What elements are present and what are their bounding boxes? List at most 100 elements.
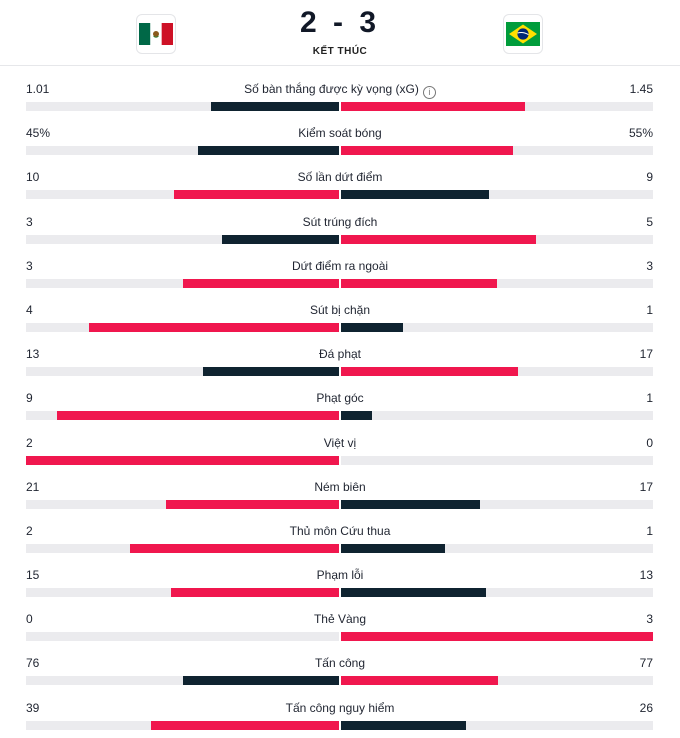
away-stat-bar xyxy=(341,190,489,200)
home-stat-value: 10 xyxy=(26,170,40,185)
away-stat-value: 3 xyxy=(646,612,653,627)
home-stat-value: 15 xyxy=(26,568,40,583)
stat-label: Số lần dứt điểm xyxy=(0,170,680,184)
home-stat-value: 4 xyxy=(26,302,33,317)
stat-label-text: Thủ môn Cứu thua xyxy=(289,523,391,538)
stat-label-text: Tấn công nguy hiểm xyxy=(285,700,395,715)
stat-row: 39 Tấn công nguy hiểm 26 xyxy=(0,685,680,730)
stat-label: Thẻ Vàng xyxy=(0,612,680,626)
home-stat-value: 3 xyxy=(26,258,33,273)
stat-label-text: Phạm lỗi xyxy=(316,568,364,583)
home-stat-bar xyxy=(171,588,339,598)
home-stat-value: 21 xyxy=(26,479,40,494)
stat-row: 15 Phạm lỗi 13 xyxy=(0,552,680,598)
stat-row: 13 Đá phạt 17 xyxy=(0,331,680,377)
home-stat-value: 0 xyxy=(26,612,33,627)
match-header: 2 - 3 KẾT THÚC xyxy=(0,0,680,66)
away-stat-bar xyxy=(341,322,404,332)
home-stat-bar-track xyxy=(26,234,339,244)
info-icon[interactable]: i xyxy=(422,86,436,99)
away-stat-bar-track xyxy=(341,190,653,200)
away-stat-value: 55% xyxy=(628,126,653,141)
away-stat-value: 17 xyxy=(639,347,653,362)
away-stat-value: 1 xyxy=(646,391,653,406)
stat-label-text: Sút bị chặn xyxy=(309,302,371,317)
home-stat-bar-track xyxy=(26,455,339,465)
stat-label-text: Sút trúng đích xyxy=(302,214,378,229)
away-stat-bar-track xyxy=(341,146,653,156)
away-stat-value: 0 xyxy=(646,435,653,450)
stat-label: Ném biên xyxy=(0,480,680,494)
home-stat-value: 2 xyxy=(26,435,33,450)
home-stat-value: 45% xyxy=(26,126,51,141)
away-stat-bar-track xyxy=(341,234,653,244)
stat-label-text: Đá phạt xyxy=(318,347,362,362)
home-stat-bar-track xyxy=(26,190,339,200)
away-stat-bar-track xyxy=(341,455,653,465)
away-stat-bar xyxy=(341,146,513,156)
away-stat-bar xyxy=(341,676,498,686)
stats-list: 1.01 Số bàn thắng được kỳ vọng (xG) i 1.45 4… xyxy=(0,66,680,730)
stat-label: Phạm lỗi xyxy=(0,568,680,582)
stat-label: Phạt góc xyxy=(0,391,680,405)
brazil-flag-icon[interactable] xyxy=(503,14,543,54)
away-stat-bar xyxy=(341,278,497,288)
stat-row: 2 Thủ môn Cứu thua 1 xyxy=(0,508,680,553)
home-stat-bar xyxy=(183,676,339,686)
away-stat-value: 1 xyxy=(646,523,653,538)
home-stat-bar xyxy=(210,102,339,111)
home-stat-bar-track xyxy=(26,367,339,377)
stat-row: 1.01 Số bàn thắng được kỳ vọng (xG) i 1.45 xyxy=(0,66,680,111)
stat-row: 9 Phạt góc 1 xyxy=(0,375,680,421)
stat-label-text: Kiểm soát bóng xyxy=(298,126,382,141)
stat-row: 21 Ném biên 17 xyxy=(0,464,680,509)
home-stat-bar-track xyxy=(26,102,339,111)
away-stat-value: 17 xyxy=(639,479,653,494)
away-stat-bar xyxy=(341,102,526,111)
mexico-flag-icon[interactable] xyxy=(136,14,176,54)
away-stat-bar xyxy=(341,499,481,509)
stat-row: 10 Số lần dứt điểm 9 xyxy=(0,154,680,200)
home-stat-value: 39 xyxy=(26,700,40,715)
stat-label-text: Việt vị xyxy=(323,435,357,450)
away-stat-bar xyxy=(341,234,536,244)
stat-row: 3 Dứt điểm ra ngoài 3 xyxy=(0,243,680,288)
away-stat-value: 13 xyxy=(639,568,653,583)
away-stat-value: 77 xyxy=(639,656,653,671)
away-stat-value: 3 xyxy=(646,258,653,273)
home-stat-bar xyxy=(221,234,339,244)
away-stat-bar-track xyxy=(341,411,653,421)
away-stat-bar-track xyxy=(341,278,653,288)
home-stat-bar xyxy=(151,720,339,730)
away-stat-value: 1.45 xyxy=(629,82,653,96)
stat-label-text: Số lần dứt điểm xyxy=(297,170,383,185)
away-stat-bar xyxy=(341,411,373,421)
away-stat-bar xyxy=(341,632,653,642)
away-stat-bar-track xyxy=(341,543,653,553)
stat-label: Thủ môn Cứu thua xyxy=(0,524,680,538)
home-stat-bar xyxy=(88,322,339,332)
brazil-flag-graphic xyxy=(506,22,540,46)
home-stat-bar-track xyxy=(26,632,339,642)
stat-label: Dứt điểm ra ngoài xyxy=(0,259,680,273)
home-stat-bar-track xyxy=(26,146,339,156)
stat-label-text: Dứt điểm ra ngoài xyxy=(291,258,389,273)
stat-label-text: Số bàn thắng được kỳ vọng (xG) xyxy=(244,82,419,96)
home-stat-value: 9 xyxy=(26,391,33,406)
stat-label-text: Ném biên xyxy=(314,479,366,494)
home-stat-bar xyxy=(130,543,339,553)
home-stat-bar xyxy=(198,146,339,156)
away-stat-value: 26 xyxy=(639,700,653,715)
home-stat-bar-track xyxy=(26,588,339,598)
away-stat-bar-track xyxy=(341,322,653,332)
stat-row: 0 Thẻ Vàng 3 xyxy=(0,596,680,642)
stat-label-text: Thẻ Vàng xyxy=(313,612,367,627)
home-stat-bar-track xyxy=(26,499,339,509)
stat-label: Tấn công xyxy=(0,656,680,670)
home-stat-bar xyxy=(203,367,339,377)
home-stat-bar xyxy=(57,411,339,421)
home-stat-bar-track xyxy=(26,322,339,332)
away-stat-value: 9 xyxy=(646,170,653,185)
away-stat-bar-track xyxy=(341,499,653,509)
stat-row: 76 Tấn công 77 xyxy=(0,640,680,686)
